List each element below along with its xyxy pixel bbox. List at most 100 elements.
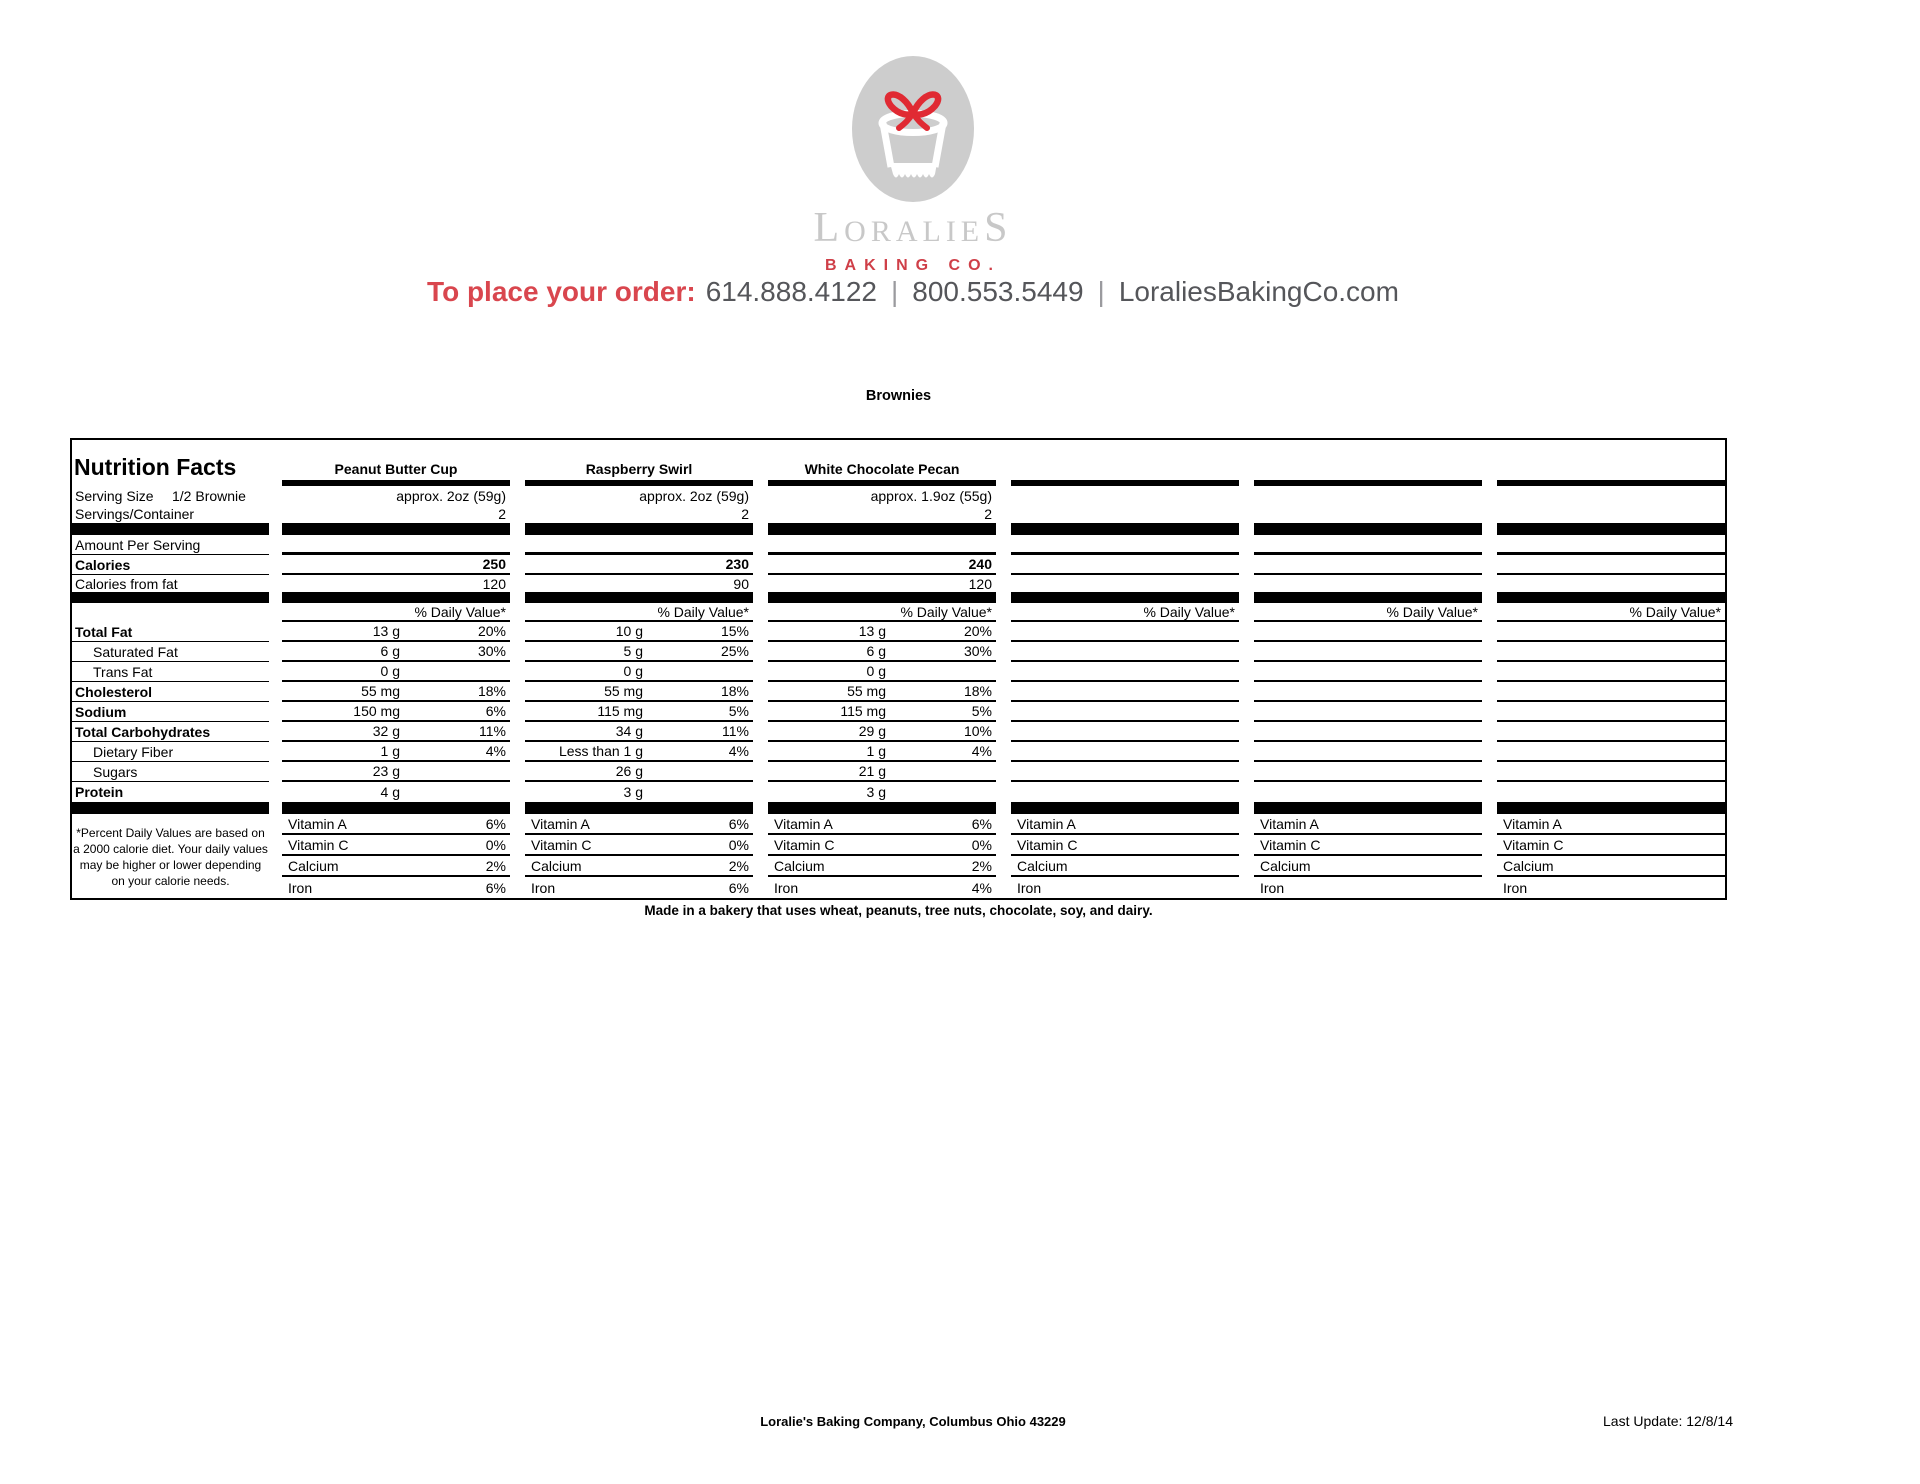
total-carbohydrates-row: 32 g 11%	[282, 722, 510, 742]
label-calories-from-fat: Calories from fat	[75, 575, 178, 592]
iron-row: Iron 6%	[531, 879, 749, 896]
divider-bar	[1011, 592, 1239, 603]
divider-bar	[1011, 523, 1239, 535]
divider-bar	[1011, 802, 1239, 814]
servings-container-value: 2	[984, 506, 992, 522]
calories-value	[1497, 555, 1725, 575]
label-cholesterol: Cholesterol	[72, 682, 269, 702]
divider-bar	[1254, 480, 1482, 486]
cholesterol-row	[1254, 682, 1482, 702]
divider-bar	[1497, 523, 1725, 535]
vitamin-a-row: Vitamin A 6%	[282, 814, 510, 835]
sugars-row: 26 g	[525, 762, 753, 782]
iron-row: Iron	[1503, 879, 1528, 896]
daily-value-header: % Daily Value*	[1011, 603, 1239, 622]
separator: |	[890, 276, 899, 307]
serving-size-value: approx. 2oz (59g)	[639, 487, 749, 504]
label-total-carbohydrates: Total Carbohydrates	[72, 722, 269, 742]
divider-bar	[282, 523, 510, 535]
serving-size-value: approx. 1.9oz (55g)	[870, 487, 992, 504]
trans-fat-row	[1254, 662, 1482, 682]
servings-container-value: 2	[741, 506, 749, 522]
cupcake-with-bow-icon	[852, 56, 974, 202]
daily-value-header: % Daily Value*	[1497, 603, 1725, 622]
total-carbohydrates-row	[1497, 722, 1725, 742]
dietary-fiber-row: Less than 1 g 4%	[525, 742, 753, 762]
saturated-fat-row: 5 g 25%	[525, 642, 753, 662]
divider-bar	[1497, 592, 1725, 603]
vitamin-a-row: Vitamin A	[1254, 814, 1482, 835]
calcium-row: Calcium 2%	[768, 856, 996, 877]
divider-bar	[72, 802, 269, 814]
divider-bar	[768, 592, 996, 603]
protein-row: 4 g	[380, 784, 400, 800]
total-carbohydrates-row: 29 g 10%	[768, 722, 996, 742]
amount-per-serving-cell	[1497, 535, 1725, 555]
divider-bar	[72, 592, 269, 603]
label-sodium: Sodium	[72, 702, 269, 722]
sodium-row: 115 mg 5%	[768, 702, 996, 722]
total-carbohydrates-row: 34 g 11%	[525, 722, 753, 742]
dietary-fiber-row: 1 g 4%	[282, 742, 510, 762]
calcium-row: Calcium	[1497, 856, 1725, 877]
product-column: % Daily Value* Vitamin A Vitamin C Calci…	[1011, 440, 1239, 898]
divider-bar	[282, 480, 510, 486]
dietary-fiber-row: 1 g 4%	[768, 742, 996, 762]
calcium-row: Calcium 2%	[525, 856, 753, 877]
protein-row	[1011, 782, 1239, 802]
divider-bar	[1254, 592, 1482, 603]
amount-per-serving-cell	[282, 535, 510, 555]
calcium-row: Calcium	[1011, 856, 1239, 877]
daily-value-header: % Daily Value*	[525, 603, 753, 622]
label-servings-container: Servings/Container	[75, 506, 195, 522]
calcium-row: Calcium	[1254, 856, 1482, 877]
divider-bar	[525, 592, 753, 603]
footer-last-update: Last Update: 12/8/14	[1603, 1413, 1733, 1429]
sodium-row: 115 mg 5%	[525, 702, 753, 722]
sodium-row	[1011, 702, 1239, 722]
label-amount-per-serving: Amount Per Serving	[72, 535, 269, 555]
amount-per-serving-cell	[1011, 535, 1239, 555]
product-name: Peanut Butter Cup	[334, 461, 458, 477]
order-label: To place your order:	[427, 276, 696, 307]
calories-from-fat-value	[1497, 575, 1725, 592]
vitamin-c-row: Vitamin C	[1254, 835, 1482, 856]
divider-bar	[768, 480, 996, 486]
vitamin-c-row: Vitamin C 0%	[768, 835, 996, 856]
calcium-row: Calcium 2%	[282, 856, 510, 877]
sodium-row	[1254, 702, 1482, 722]
protein-row: 3 g	[623, 784, 643, 800]
vitamin-a-row: Vitamin A 6%	[768, 814, 996, 835]
label-saturated-fat: Saturated Fat	[72, 642, 269, 662]
footer-company: Loralie's Baking Company, Columbus Ohio …	[760, 1414, 1066, 1429]
product-name: Raspberry Swirl	[585, 461, 693, 477]
calories-value: 230	[525, 555, 753, 575]
protein-row: 3 g	[866, 784, 886, 800]
label-sugars: Sugars	[72, 762, 269, 782]
trans-fat-row: 0 g	[282, 662, 510, 682]
cholesterol-row: 55 mg 18%	[768, 682, 996, 702]
serving-size-value	[1011, 486, 1239, 505]
total-fat-row	[1254, 622, 1482, 642]
calories-from-fat-value	[1254, 575, 1482, 592]
sugars-row	[1254, 762, 1482, 782]
total-fat-row: 10 g 15%	[525, 622, 753, 642]
order-line: To place your order: 614.888.4122 | 800.553…	[0, 276, 1826, 308]
logo-wordmark: LORALIES	[813, 205, 1013, 251]
serving-size-value: approx. 2oz (59g)	[396, 487, 506, 504]
sugars-row: 23 g	[282, 762, 510, 782]
vitamin-c-row: Vitamin C 0%	[282, 835, 510, 856]
product-name	[1011, 440, 1239, 480]
iron-row: Iron	[1017, 879, 1042, 896]
total-fat-row	[1497, 622, 1725, 642]
order-phone-2: 800.553.5449	[912, 276, 1084, 307]
saturated-fat-row: 6 g 30%	[282, 642, 510, 662]
total-fat-row	[1011, 622, 1239, 642]
calories-from-fat-value: 120	[968, 575, 992, 592]
divider-bar	[525, 480, 753, 486]
calories-from-fat-value	[1011, 575, 1239, 592]
vitamin-c-row: Vitamin C 0%	[525, 835, 753, 856]
saturated-fat-row: 6 g 30%	[768, 642, 996, 662]
total-fat-row: 13 g 20%	[282, 622, 510, 642]
